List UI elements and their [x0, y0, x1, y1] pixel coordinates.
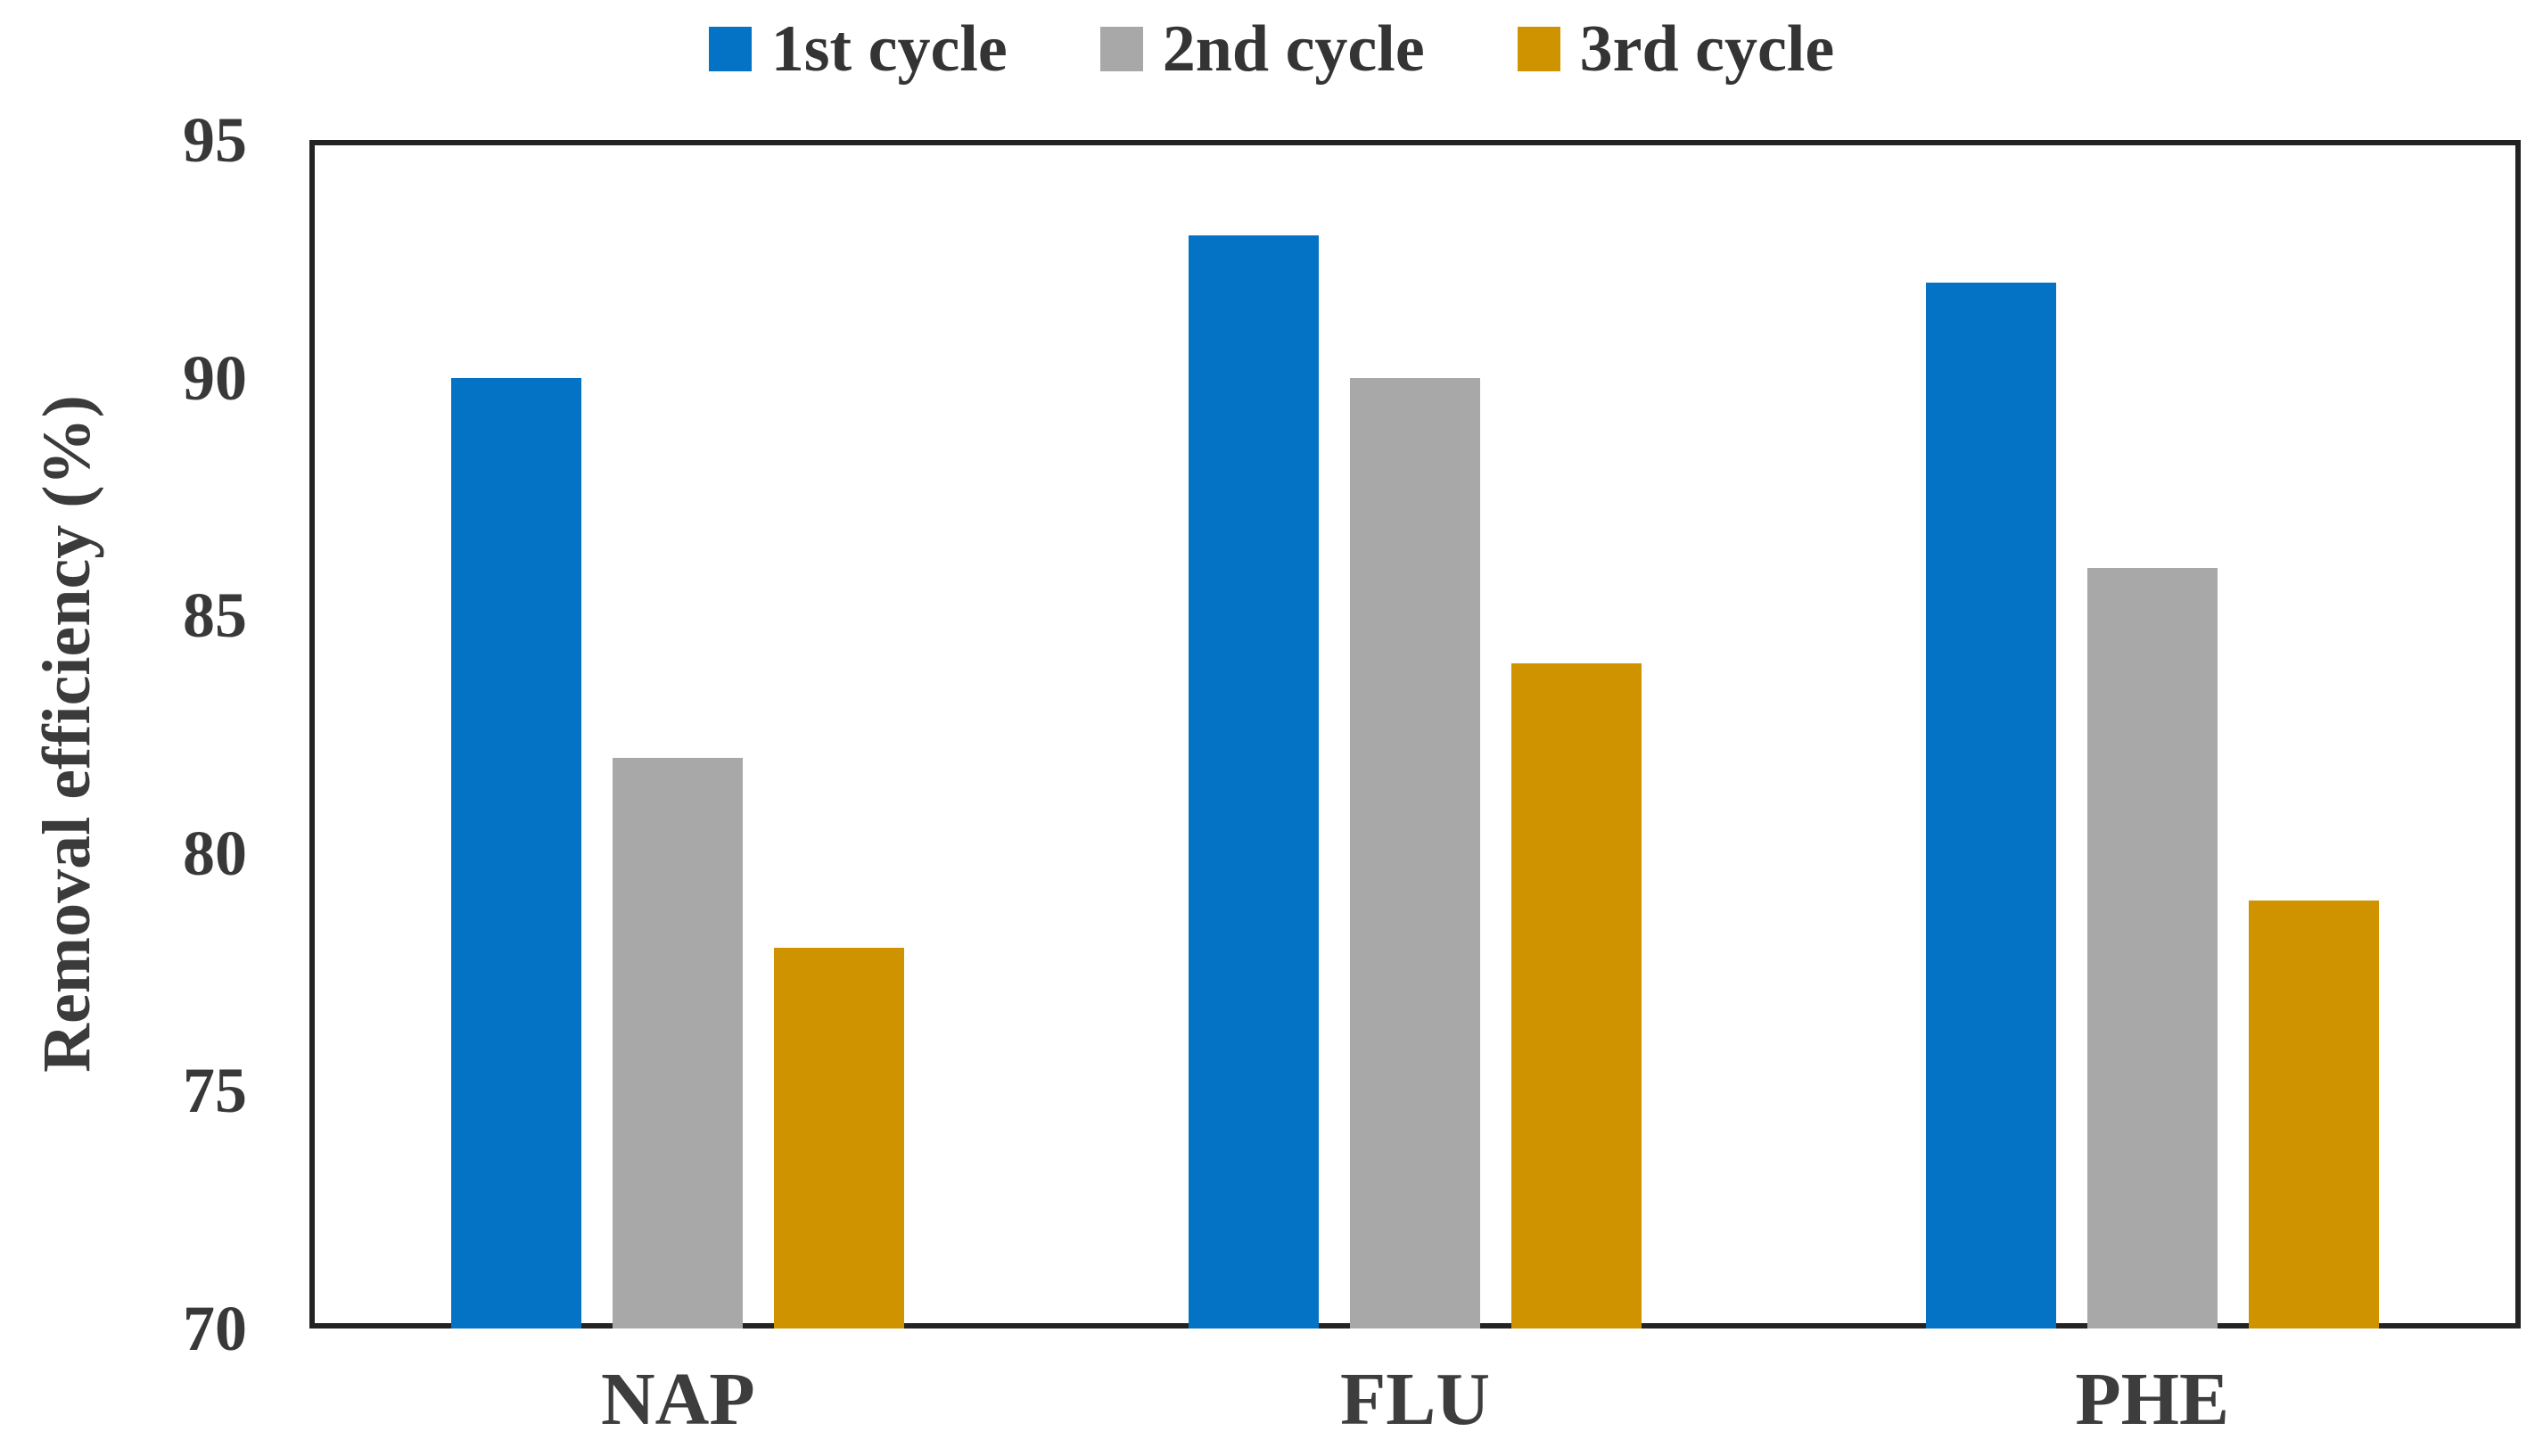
y-axis-title: Removal efficiency (%) — [29, 395, 104, 1073]
bar-phe-3rd-cycle — [2248, 901, 2379, 1328]
y-tick-label: 90 — [183, 341, 247, 414]
bar-flu-1st-cycle — [1189, 234, 1319, 1328]
legend-item-1st-cycle: 1st cycle — [708, 12, 1008, 86]
bar-nap-3rd-cycle — [774, 948, 905, 1328]
legend-swatch-1st-cycle — [708, 27, 752, 71]
legend-swatch-3rd-cycle — [1517, 27, 1560, 71]
legend-label: 2nd cycle — [1162, 12, 1425, 86]
x-category-label-phe: PHE — [2075, 1358, 2229, 1441]
y-tick-label: 75 — [183, 1055, 247, 1127]
y-tick-label: 70 — [183, 1293, 247, 1364]
legend-label: 1st cycle — [770, 12, 1008, 86]
bar-phe-1st-cycle — [1925, 282, 2056, 1328]
bar-phe-2nd-cycle — [2086, 567, 2218, 1328]
bar-nap-2nd-cycle — [613, 758, 744, 1328]
bar-flu-2nd-cycle — [1350, 377, 1480, 1328]
y-tick-label: 80 — [183, 817, 247, 889]
x-category-label-flu: FLU — [1340, 1358, 1490, 1441]
y-tick-label: 95 — [183, 104, 247, 176]
bar-flu-3rd-cycle — [1511, 662, 1642, 1328]
bar-nap-1st-cycle — [451, 377, 582, 1328]
legend-label: 3rd cycle — [1579, 12, 1835, 86]
legend-swatch-2nd-cycle — [1099, 27, 1143, 71]
legend-item-2nd-cycle: 2nd cycle — [1099, 12, 1425, 86]
x-category-label-nap: NAP — [601, 1358, 755, 1441]
y-tick-label: 85 — [183, 580, 247, 652]
legend-item-3rd-cycle: 3rd cycle — [1517, 12, 1835, 86]
bars-layer — [309, 140, 2521, 1328]
chart-legend: 1st cycle 2nd cycle 3rd cycle — [0, 16, 2543, 82]
